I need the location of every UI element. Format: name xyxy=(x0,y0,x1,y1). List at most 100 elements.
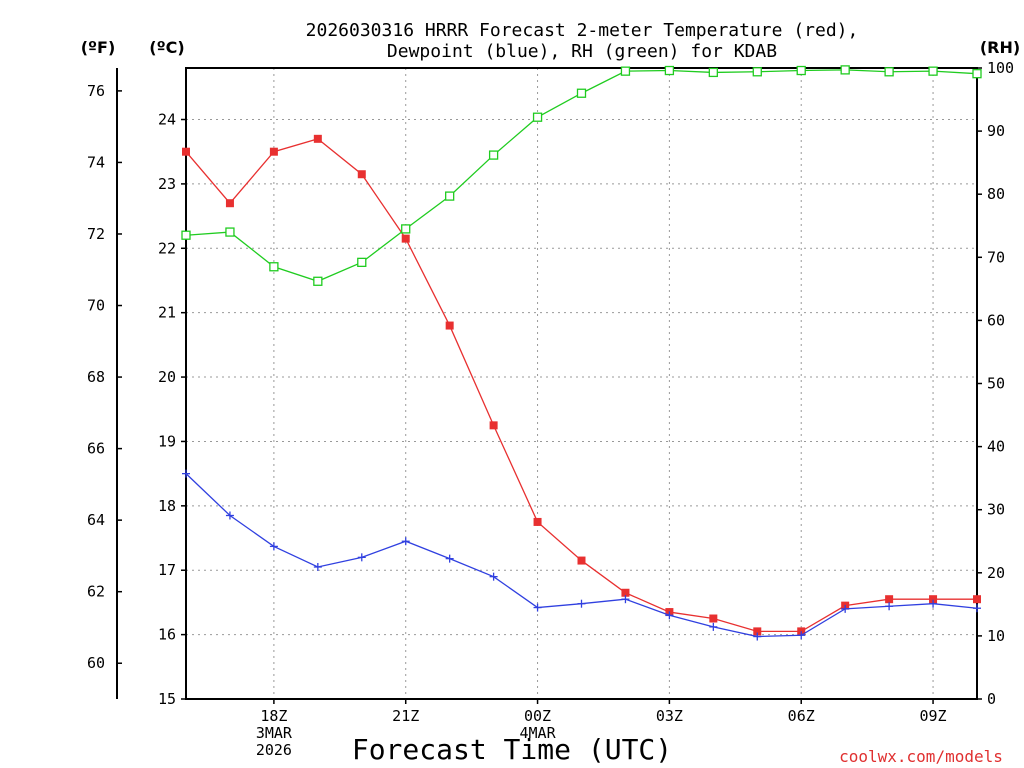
dewpoint-point xyxy=(401,537,410,546)
dewpoint-point xyxy=(577,599,586,608)
rh-tick-label: 30 xyxy=(987,501,1005,519)
rh-tick-label: 40 xyxy=(987,438,1005,456)
chart-title-line-2: Dewpoint (blue), RH (green) for KDAB xyxy=(387,41,777,62)
fahrenheit-unit-label: (ºF) xyxy=(81,38,116,57)
rh-point xyxy=(752,67,762,77)
temperature-point xyxy=(357,170,366,179)
dewpoint-point xyxy=(445,554,454,563)
temperature-point xyxy=(577,556,586,565)
x-tick-label: 3MAR xyxy=(256,724,293,742)
temperature-point xyxy=(445,321,454,330)
rh-tick-label: 60 xyxy=(987,311,1005,329)
series-temperature xyxy=(182,134,981,636)
rh-point xyxy=(401,224,411,234)
temperature-point xyxy=(401,234,410,243)
dewpoint-point xyxy=(269,542,278,551)
rh-point xyxy=(708,67,718,78)
temperature-point xyxy=(973,595,981,604)
dewpoint-point xyxy=(973,604,981,613)
rh-point xyxy=(796,65,806,76)
temperature-point xyxy=(489,421,498,430)
x-axis-label: Forecast Time (UTC) xyxy=(352,733,672,766)
rh-point xyxy=(884,67,894,77)
fahrenheit-tick-label: 68 xyxy=(87,368,105,386)
rh-point xyxy=(840,65,850,75)
rh-tick-label: 70 xyxy=(987,248,1005,266)
dewpoint-point xyxy=(797,631,806,640)
dewpoint-point xyxy=(313,563,322,572)
rh-line xyxy=(185,69,978,282)
temperature-point xyxy=(929,595,938,604)
dewpoint-point xyxy=(357,553,366,562)
dewpoint-point xyxy=(929,599,938,608)
x-tick-label: 21Z xyxy=(392,707,419,725)
temperature-point xyxy=(182,147,190,156)
x-tick-label: 4MAR xyxy=(519,724,556,742)
fahrenheit-tick-label: 70 xyxy=(87,297,105,315)
temperature-point xyxy=(533,517,542,526)
fahrenheit-tick-label: 60 xyxy=(87,654,105,672)
rh-point xyxy=(620,66,631,76)
fahrenheit-tick-label: 66 xyxy=(87,440,105,458)
rh-tick-label: 20 xyxy=(987,564,1005,582)
temperature-point xyxy=(709,614,718,623)
celsius-tick-label: 15 xyxy=(158,690,176,708)
temperature-point xyxy=(225,199,234,208)
temperature-point xyxy=(753,627,762,636)
temperature-point xyxy=(885,595,894,604)
fahrenheit-tick-label: 74 xyxy=(87,153,105,171)
axes: 15 16 17 18 19 20 21 22 23 24 60 62 64 66 68 70 72 74 76 0 1… xyxy=(87,59,1014,759)
dewpoint-point xyxy=(533,603,542,612)
fahrenheit-tick-label: 64 xyxy=(87,511,105,529)
x-tick-label: 00Z xyxy=(524,707,551,725)
celsius-tick-label: 21 xyxy=(158,304,176,322)
dewpoint-point xyxy=(753,632,762,641)
dewpoint-point xyxy=(709,622,718,631)
dewpoint-point xyxy=(665,611,674,620)
rh-tick-label: 10 xyxy=(987,627,1005,645)
x-tick-label: 03Z xyxy=(656,707,683,725)
series-layer xyxy=(181,65,982,641)
rh-point xyxy=(488,150,499,160)
x-tick-label: 2026 xyxy=(256,741,292,759)
x-tick-label: 18Z xyxy=(260,707,287,725)
rh-tick-label: 0 xyxy=(987,690,996,708)
rh-point xyxy=(181,230,191,240)
series-rh xyxy=(181,65,982,286)
rh-point xyxy=(928,66,938,76)
celsius-tick-label: 18 xyxy=(158,497,176,515)
temperature-point xyxy=(269,147,278,156)
rh-point xyxy=(972,69,982,79)
x-tick-label: 09Z xyxy=(920,707,947,725)
celsius-tick-label: 23 xyxy=(158,175,176,193)
dewpoint-line xyxy=(185,473,978,638)
fahrenheit-tick-label: 62 xyxy=(87,583,105,601)
rh-point xyxy=(576,88,587,98)
celsius-tick-label: 16 xyxy=(158,626,176,644)
series-dewpoint xyxy=(182,469,981,641)
dewpoint-point xyxy=(885,602,894,611)
celsius-tick-label: 20 xyxy=(158,368,176,386)
rh-tick-label: 100 xyxy=(987,59,1014,77)
rh-point xyxy=(357,257,367,267)
chart-title-line-1: 2026030316 HRRR Forecast 2-meter Tempera… xyxy=(306,20,859,41)
dewpoint-point xyxy=(621,595,630,604)
credit-label: coolwx.com/models xyxy=(839,747,1003,766)
celsius-tick-label: 24 xyxy=(158,111,176,129)
rh-point xyxy=(532,112,543,122)
celsius-unit-label: (ºC) xyxy=(149,38,184,57)
temperature-point xyxy=(313,134,322,143)
fahrenheit-tick-label: 76 xyxy=(87,82,105,100)
dewpoint-point xyxy=(489,572,498,581)
celsius-tick-label: 22 xyxy=(158,239,176,257)
rh-point xyxy=(269,262,279,272)
rh-point xyxy=(225,227,235,237)
dewpoint-point xyxy=(841,604,850,613)
rh-tick-label: 80 xyxy=(987,185,1005,203)
rh-point xyxy=(664,65,675,76)
dewpoint-point xyxy=(182,469,190,478)
rh-tick-label: 90 xyxy=(987,122,1005,140)
celsius-tick-label: 19 xyxy=(158,432,176,450)
rh-unit-label: (RH) xyxy=(980,38,1020,57)
